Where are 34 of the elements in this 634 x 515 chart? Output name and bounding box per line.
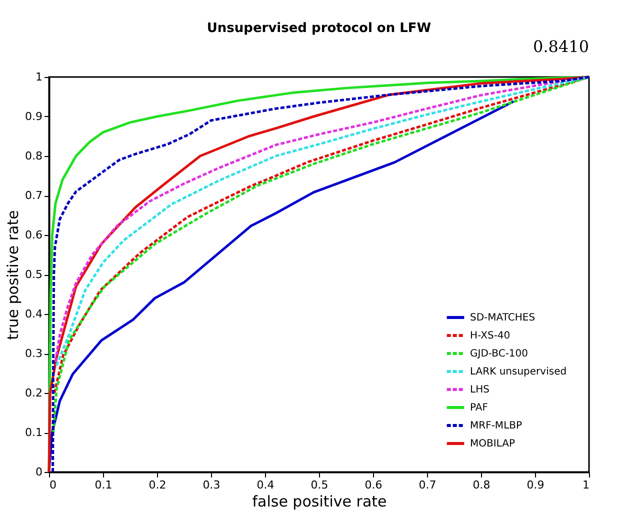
y-tick-label: 0 xyxy=(36,466,42,478)
y-tick-label: 0.1 xyxy=(25,426,42,439)
y-axis-title: true positive rate xyxy=(4,210,22,340)
x-tick-label: 0.3 xyxy=(202,478,220,492)
x-tick-label: 0.7 xyxy=(418,478,436,492)
y-tick-label: 0.2 xyxy=(25,386,42,400)
legend-label: H-XS-40 xyxy=(470,330,510,342)
x-tick-label: 1 xyxy=(582,478,590,492)
legend-label: MOBILAP xyxy=(470,438,515,450)
y-tick-label: 0.7 xyxy=(25,189,42,202)
y-tick-label: 1 xyxy=(36,70,42,84)
x-tick-label: 0.9 xyxy=(526,478,544,492)
x-tick-label: 0 xyxy=(50,478,56,492)
x-tick-label: 0.2 xyxy=(148,478,166,492)
x-tick-label: 0.4 xyxy=(256,478,274,492)
legend-label: GJD-BC-100 xyxy=(470,348,528,360)
x-tick-label: 0.1 xyxy=(94,478,112,492)
x-tick-label: 0.5 xyxy=(310,478,328,492)
legend-label: LHS xyxy=(470,384,490,396)
y-tick-label: 0.5 xyxy=(25,268,42,281)
text: 0.8410 xyxy=(533,37,589,56)
x-tick-label: 0.8 xyxy=(472,478,490,492)
legend-label: PAF xyxy=(470,402,488,414)
y-tick-label: 0.6 xyxy=(25,228,42,242)
legend-label: MRF-MLBP xyxy=(470,420,522,432)
x-axis-title: false positive rate xyxy=(252,492,387,510)
y-tick-label: 0.8 xyxy=(25,150,42,162)
legend-label: SD-MATCHES xyxy=(470,312,536,324)
x-tick-label: 0.6 xyxy=(364,478,382,492)
y-tick-label: 0.3 xyxy=(25,347,42,360)
y-tick-label: 0.4 xyxy=(25,308,42,320)
y-tick-label: 0.9 xyxy=(25,110,42,123)
chart-title: Unsupervised protocol on LFW xyxy=(206,21,432,36)
legend-label: LARK unsupervised xyxy=(470,366,567,378)
